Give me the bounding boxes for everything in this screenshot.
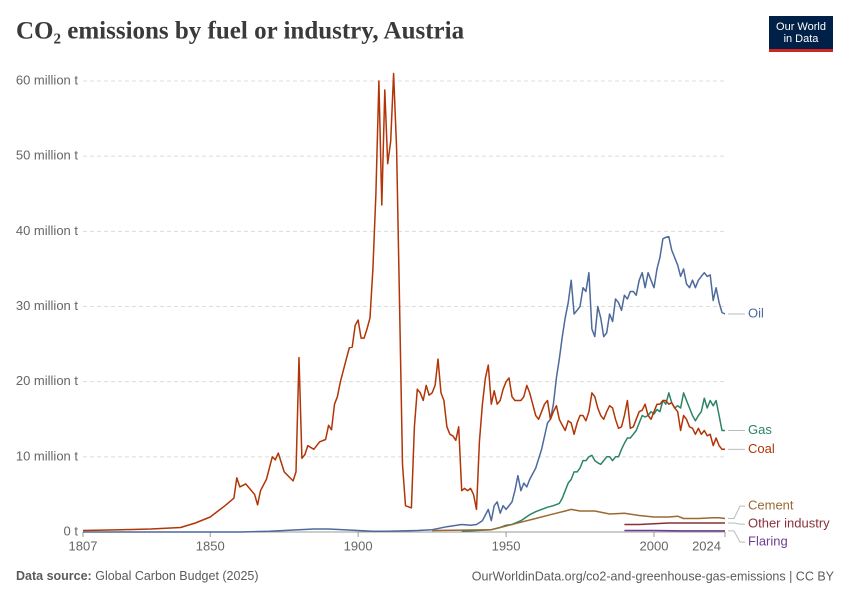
footer-source: Data source: Global Carbon Budget (2025) — [16, 569, 259, 583]
legend-label: Flaring — [748, 534, 788, 549]
series-line — [461, 392, 725, 532]
x-tick-label: 1900 — [344, 538, 373, 553]
x-tick-label: 1807 — [69, 538, 98, 553]
y-tick-label: 20 million t — [16, 373, 79, 388]
logo-box — [769, 16, 833, 49]
x-tick-label: 2024 — [692, 538, 721, 553]
y-tick-label: 60 million t — [16, 72, 79, 87]
legend-label: Gas — [748, 422, 772, 437]
label-connector — [728, 522, 745, 525]
x-tick-label: 1950 — [492, 538, 521, 553]
legend-label: Cement — [748, 498, 794, 513]
x-tick-label: 2000 — [640, 538, 669, 553]
series-line — [432, 508, 726, 532]
series-line — [624, 522, 725, 526]
source-text: Global Carbon Budget (2025) — [95, 569, 258, 583]
logo-text: in Data — [784, 33, 820, 45]
x-tick-label: 1850 — [196, 538, 225, 553]
footer-url[interactable]: OurWorldinData.org/co2-and-greenhouse-ga… — [472, 569, 835, 583]
source-label: Data source: — [16, 569, 92, 583]
y-tick-label: 40 million t — [16, 223, 79, 238]
legend-label: Other industry — [748, 516, 830, 531]
y-tick-label: 10 million t — [16, 448, 79, 463]
series-line — [83, 235, 726, 533]
chart-title: CO₂ emissions by fuel or industry, Austr… — [16, 18, 465, 45]
series-line — [82, 72, 725, 532]
logo-underline — [769, 49, 833, 52]
label-connector — [728, 530, 745, 543]
label-connector — [728, 505, 745, 519]
legend-label: Coal — [748, 441, 775, 456]
y-tick-label: 50 million t — [16, 148, 79, 163]
y-tick-label: 0 t — [64, 523, 79, 538]
y-tick-label: 30 million t — [16, 298, 79, 313]
legend-label: Oil — [748, 305, 764, 320]
logo: Our World in Data — [769, 16, 833, 52]
logo-text: Our World — [776, 21, 826, 33]
